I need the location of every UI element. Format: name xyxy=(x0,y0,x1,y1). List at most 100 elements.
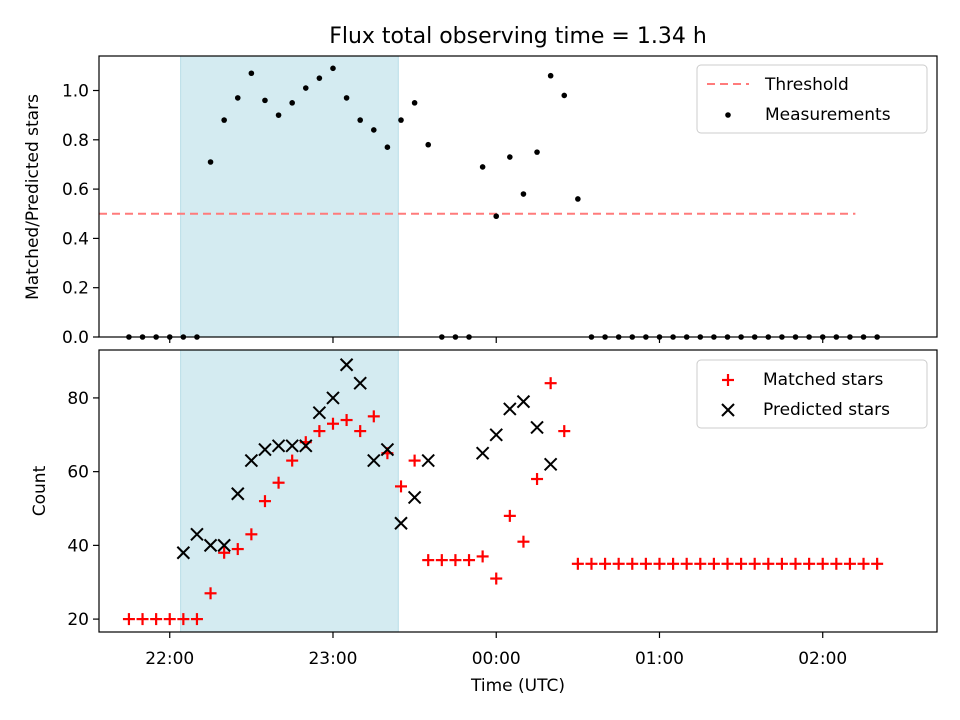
predicted-star-point xyxy=(312,405,327,420)
matched-star-point xyxy=(544,377,557,390)
measurement-point xyxy=(357,117,363,123)
matched-star-point xyxy=(599,557,612,570)
matched-star-point xyxy=(313,425,326,438)
bottom-axis-ticks: 20 40 60 80 22:00 23:00 00:00 01:00 02:00 xyxy=(67,389,847,669)
matched-star-point xyxy=(748,557,761,570)
matched-star-point xyxy=(503,509,516,522)
predicted-star-point xyxy=(353,376,367,390)
predicted-star-point-b xyxy=(326,391,340,405)
legend-threshold-label: Threshold xyxy=(764,75,849,95)
matched-star-point xyxy=(735,557,748,570)
matched-star-point xyxy=(449,554,462,567)
top-ytick-label: 0.0 xyxy=(62,328,89,348)
measurement-point xyxy=(398,117,404,123)
predicted-star-point xyxy=(421,453,435,468)
bottom-legend-box xyxy=(696,359,928,429)
predicted-star-point-b xyxy=(543,457,558,471)
measurement-point xyxy=(289,100,295,106)
top-ytick-label: 0.2 xyxy=(62,279,89,299)
matched-star-point xyxy=(803,557,816,570)
matched-star-point xyxy=(395,480,408,493)
measurement-point xyxy=(248,70,255,77)
predicted-star-point xyxy=(530,420,544,435)
top-ytick-label: 0.6 xyxy=(62,180,89,200)
matched-star-point xyxy=(340,414,353,427)
matched-star-point xyxy=(667,557,680,570)
predicted-star-point-b xyxy=(258,442,272,457)
measurement-point xyxy=(343,95,350,101)
predicted-star-point xyxy=(285,439,299,453)
predicted-star-point xyxy=(475,446,490,460)
matched-star-point xyxy=(177,613,190,626)
matched-star-point xyxy=(707,557,720,570)
matched-star-point xyxy=(190,613,203,626)
matched-star-point xyxy=(843,557,856,570)
matched-star-point xyxy=(258,495,271,508)
predicted-star-point xyxy=(190,527,204,542)
measurement-point xyxy=(262,97,268,104)
predicted-star-point-b xyxy=(516,394,531,409)
top-axis-ticks: 0.0 0.2 0.4 0.6 0.8 1.0 xyxy=(62,82,824,348)
predicted-star-point xyxy=(407,490,422,505)
matched-star-point xyxy=(490,572,503,585)
legend-predicted-swatch xyxy=(721,403,735,417)
bottom-ytick-label: 80 xyxy=(67,389,89,409)
bottom-xtick-label: 01:00 xyxy=(635,649,684,669)
matched-star-point xyxy=(775,557,788,570)
matched-star-point xyxy=(857,557,870,570)
predicted-star-point xyxy=(176,546,191,560)
matched-star-point xyxy=(517,535,530,548)
matched-star-point xyxy=(571,557,584,570)
matched-star-point xyxy=(136,613,149,626)
matched-star-point xyxy=(830,557,843,570)
predicted-star-point xyxy=(244,453,259,468)
measurement-point xyxy=(507,154,513,160)
measurement-point xyxy=(534,149,540,155)
measurement-point xyxy=(275,112,282,118)
legend-measurements-label: Measurements xyxy=(765,105,891,125)
matched-star-point xyxy=(694,557,707,570)
top-legend: Threshold Measurements xyxy=(696,64,928,134)
legend-predicted-label: Predicted stars xyxy=(763,400,890,420)
predicted-star-point-b xyxy=(190,527,204,542)
predicted-star-point xyxy=(326,391,340,405)
matched-star-point xyxy=(367,410,380,423)
matched-star-point xyxy=(626,557,639,570)
matched-star-point xyxy=(762,557,775,570)
measurement-point xyxy=(330,65,336,72)
matched-star-point xyxy=(218,546,231,559)
measurement-point xyxy=(316,75,323,81)
predicted-star-point xyxy=(489,428,503,442)
matched-star-point xyxy=(272,476,285,489)
predicted-star-point xyxy=(380,442,395,457)
predicted-star-point xyxy=(394,516,408,530)
matched-star-point xyxy=(816,557,829,570)
bottom-axes-frame xyxy=(98,349,938,633)
matched-star-point xyxy=(721,557,734,570)
bottom-ylabel: Count xyxy=(30,465,50,516)
measurement-point xyxy=(520,191,527,197)
predicted-star-point xyxy=(516,394,531,409)
measurement-point xyxy=(547,72,554,79)
matched-star-point xyxy=(326,417,339,430)
xlabel: Time (UTC) xyxy=(470,676,565,696)
measurement-point xyxy=(425,141,432,148)
predicted-star-point-b xyxy=(475,446,490,460)
top-highlight-span xyxy=(180,55,399,338)
measurement-point xyxy=(207,159,214,165)
predicted-star-point-b xyxy=(231,487,245,501)
matched-star-point xyxy=(789,557,802,570)
matched-star-point xyxy=(150,613,163,626)
measurement-point xyxy=(561,92,568,99)
predicted-star-point-b xyxy=(339,358,354,372)
legend-measurements-swatch xyxy=(725,112,731,118)
matched-star-point xyxy=(653,557,666,570)
matched-star-point xyxy=(204,587,217,600)
matched-star-point xyxy=(286,454,299,467)
predicted-star-point xyxy=(543,457,558,471)
figure-title: Flux total observing time = 1.34 h xyxy=(329,24,707,49)
matched-star-point xyxy=(639,557,652,570)
predicted-star-point-b xyxy=(203,538,218,553)
